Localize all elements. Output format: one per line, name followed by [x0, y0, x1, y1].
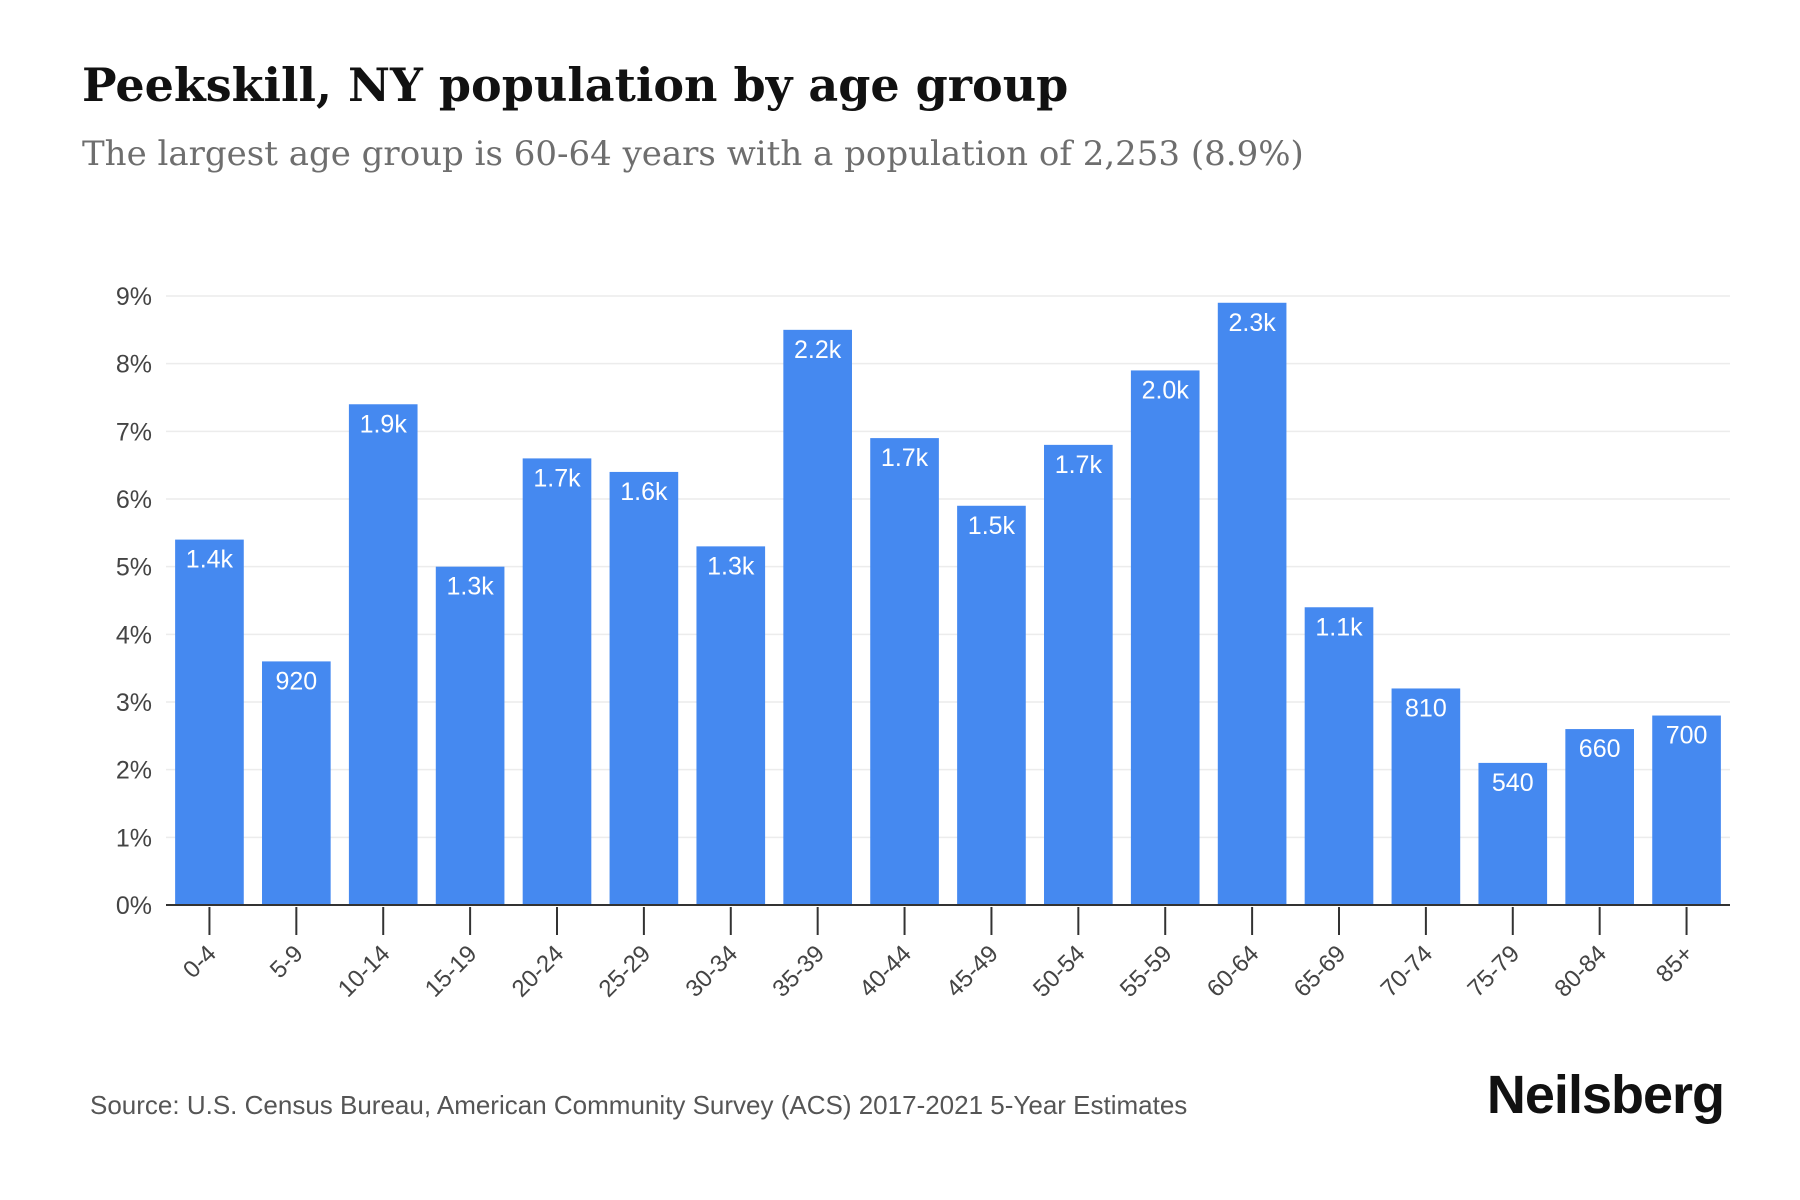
bar — [1565, 729, 1634, 905]
bar-value-label: 660 — [1579, 735, 1621, 763]
bar-value-label: 1.3k — [446, 573, 494, 601]
y-tick-label: 3% — [116, 689, 152, 717]
bar — [783, 329, 852, 905]
bar — [1652, 715, 1721, 905]
y-axis-ticks: 0% 1% 2% 3% 4% 5% 6% 7% 8% 9% — [116, 283, 152, 920]
bar-value-label: 1.1k — [1315, 613, 1363, 641]
bar-value-label: 1.6k — [620, 478, 668, 506]
bar — [1044, 444, 1113, 905]
x-tick-label: 70-74 — [1376, 940, 1439, 1003]
bar — [1304, 607, 1374, 905]
x-tick-label: 0-4 — [178, 940, 222, 984]
x-tick-label: 35-39 — [767, 940, 830, 1003]
bar — [435, 566, 505, 905]
bar-value-label: 1.7k — [881, 444, 929, 472]
chart-title: Peekskill, NY population by age group — [82, 58, 1069, 112]
y-tick-label: 7% — [116, 418, 152, 446]
chart-subtitle: The largest age group is 60-64 years wit… — [82, 134, 1304, 174]
bar — [696, 546, 766, 905]
bar-value-label: 1.7k — [1055, 451, 1103, 479]
bar — [609, 471, 679, 905]
y-tick-label: 8% — [116, 351, 152, 379]
source-note: Source: U.S. Census Bureau, American Com… — [90, 1090, 1188, 1120]
gridlines — [166, 295, 1730, 839]
x-tick-label: 65-69 — [1289, 940, 1352, 1003]
x-tick-label: 10-14 — [333, 940, 396, 1003]
bar — [348, 404, 418, 905]
x-tick-label: 55-59 — [1115, 940, 1178, 1003]
bar-value-label: 700 — [1666, 722, 1708, 750]
bar — [1478, 762, 1548, 905]
bar-value-label: 1.9k — [360, 410, 408, 438]
x-tick-label: 20-24 — [507, 940, 570, 1003]
x-tick-label: 85+ — [1651, 940, 1699, 988]
bar-value-label: 1.3k — [707, 552, 755, 580]
x-axis: 0-4 5-9 10-14 15-19 20-24 25-29 30-34 35-39 40-4… — [166, 904, 1730, 1003]
bar — [1391, 688, 1461, 905]
bars — [175, 302, 1721, 905]
bar-value-label: 810 — [1405, 694, 1447, 722]
x-tick-label: 50-54 — [1028, 940, 1091, 1003]
x-tick-label: 30-34 — [681, 940, 744, 1003]
brand-logo: Neilsberg — [1486, 1065, 1725, 1125]
bar-data-labels: 1.4k 920 1.9k 1.3k 1.7k 1.6k 1.3k 2.2k 1.7k 1.5k 1… — [186, 309, 1708, 797]
bar-value-label: 1.5k — [968, 512, 1016, 540]
bar — [1130, 370, 1200, 905]
bar-value-label: 920 — [275, 667, 317, 695]
bar-value-label: 1.4k — [186, 546, 234, 574]
bar — [522, 458, 592, 905]
bar-value-label: 2.0k — [1142, 376, 1190, 404]
bar-value-label: 2.2k — [794, 336, 842, 364]
bar-value-label: 1.7k — [533, 464, 581, 492]
x-tick-label: 15-19 — [420, 940, 483, 1003]
x-tick-label: 75-79 — [1463, 940, 1526, 1003]
bar — [262, 661, 331, 905]
x-tick-label: 40-44 — [854, 940, 917, 1003]
x-tick-label: 5-9 — [265, 940, 309, 984]
y-tick-label: 6% — [116, 486, 152, 514]
x-tick-label: 45-49 — [941, 940, 1004, 1003]
x-tick-label: 80-84 — [1549, 940, 1612, 1003]
bar — [1217, 302, 1287, 905]
y-tick-label: 2% — [116, 757, 152, 785]
y-tick-label: 5% — [116, 554, 152, 582]
bar-value-label: 540 — [1492, 769, 1534, 797]
bar — [175, 539, 244, 905]
x-tick-label: 60-64 — [1202, 940, 1265, 1003]
bar — [870, 438, 939, 905]
bar — [957, 505, 1026, 905]
y-tick-label: 0% — [116, 892, 152, 920]
bar-value-label: 2.3k — [1228, 309, 1276, 337]
y-tick-label: 1% — [116, 824, 152, 852]
y-tick-label: 9% — [116, 283, 152, 311]
y-tick-label: 4% — [116, 621, 152, 649]
x-tick-label: 25-29 — [594, 940, 657, 1003]
